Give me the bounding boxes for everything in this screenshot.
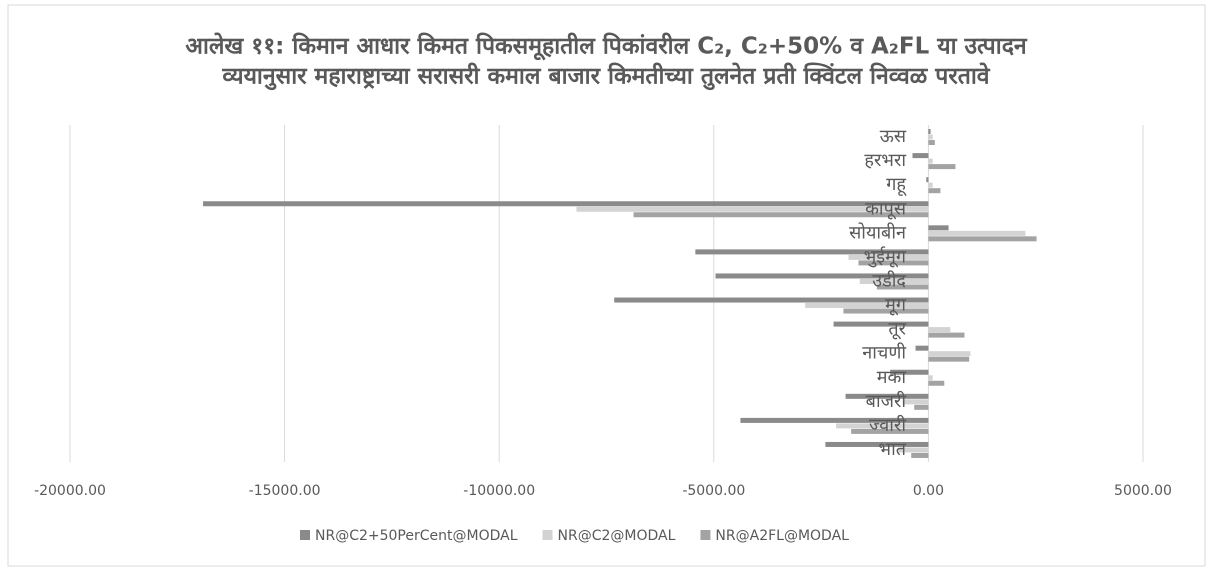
x-tick-label: 0.00 — [913, 483, 944, 499]
bar — [928, 356, 970, 362]
y-tick-label: सोयाबीन — [849, 221, 907, 243]
bar — [633, 212, 929, 218]
bar — [833, 321, 929, 327]
legend-swatch — [300, 530, 310, 540]
legend-swatch — [542, 530, 553, 540]
legend-swatch — [700, 530, 711, 540]
bar — [898, 447, 929, 453]
x-tick-label: -20000.00 — [34, 483, 106, 499]
legend-label: NR@A2FL@MODAL — [715, 528, 849, 544]
legend-label: NR@C2@MODAL — [558, 528, 676, 544]
bar — [928, 351, 971, 357]
bar — [836, 423, 929, 429]
bar — [928, 332, 965, 338]
bar — [695, 249, 929, 255]
chart-title: आलेख ११: किमान आधार किमत पिकसमूहातील पिक… — [185, 32, 1028, 61]
bar — [843, 308, 929, 314]
x-tick-label: -15000.00 — [249, 483, 321, 499]
bar — [858, 260, 929, 266]
bar — [614, 297, 929, 303]
bar — [928, 182, 933, 188]
bar — [928, 140, 935, 146]
bar — [914, 404, 929, 410]
bar — [203, 201, 929, 207]
y-tick-label: ऊस — [880, 126, 907, 147]
y-tick-label: बाजरी — [866, 390, 907, 412]
y-tick-label: तूर — [888, 319, 906, 340]
y-tick-label: मका — [877, 367, 907, 388]
x-tick-label: -10000.00 — [463, 483, 535, 499]
bar — [928, 236, 1037, 242]
bar — [928, 158, 933, 164]
bar — [928, 375, 933, 381]
bar — [928, 230, 1026, 236]
bar — [928, 164, 956, 170]
bar — [890, 369, 929, 375]
bar — [825, 441, 929, 447]
bar — [715, 273, 929, 279]
bar — [928, 134, 933, 140]
chart-border — [7, 4, 1206, 567]
bar — [915, 345, 929, 351]
bar — [912, 153, 929, 159]
chart-title: व्ययानुसार महाराष्ट्राच्या सरासरी कमाल ब… — [221, 62, 990, 91]
bar — [928, 225, 949, 231]
y-tick-label: भुईमूग — [864, 245, 907, 267]
bar — [848, 254, 929, 260]
bar — [902, 399, 929, 405]
bar — [928, 129, 931, 135]
y-tick-label: नाचणी — [862, 342, 906, 364]
x-tick-label: -5000.00 — [682, 483, 745, 499]
legend-label: NR@C2+50PerCent@MODAL — [315, 528, 518, 544]
bar — [845, 393, 929, 399]
y-tick-label: हरभरा — [864, 150, 906, 171]
bar — [928, 380, 945, 386]
y-tick-label: मूग — [885, 295, 907, 316]
bar — [851, 428, 929, 434]
x-tick-label: 5000.00 — [1114, 483, 1172, 499]
bar — [576, 206, 929, 212]
y-tick-label: कापूस — [865, 198, 907, 219]
bar — [805, 303, 929, 309]
y-tick-label: ज्वारी — [869, 414, 906, 436]
bar — [928, 188, 941, 194]
y-tick-label: भात — [878, 439, 906, 460]
y-tick-label: उडीद — [872, 269, 906, 291]
y-tick-label: गहू — [886, 174, 907, 197]
bar — [859, 278, 929, 284]
bar — [928, 327, 951, 333]
bar — [926, 177, 929, 183]
bar — [911, 452, 929, 458]
bar — [740, 417, 929, 423]
bar — [876, 284, 929, 290]
